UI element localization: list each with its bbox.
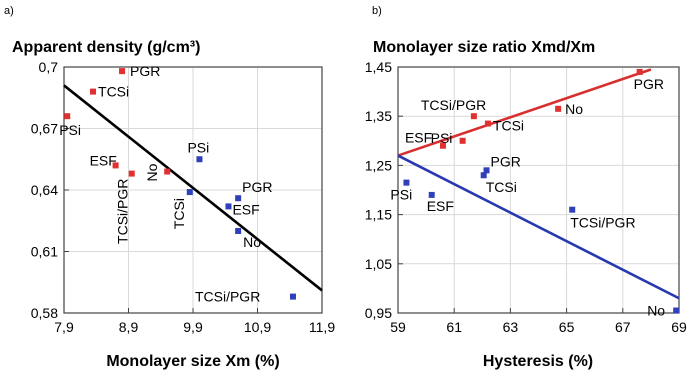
data-point-label: TCSi/PGR: [115, 179, 131, 244]
data-point-label: PGR: [130, 63, 160, 79]
data-point-blue: [403, 179, 410, 186]
fit-line: [397, 68, 652, 157]
y-tick-label: 0,7: [39, 59, 59, 75]
data-point-red: [470, 113, 477, 120]
fit-line: [63, 84, 323, 292]
y-tick-label: 1,35: [365, 108, 392, 124]
data-point-red: [484, 120, 491, 127]
y-tick-label: 0,67: [31, 121, 58, 137]
data-point-red: [119, 68, 126, 75]
data-point-blue: [673, 307, 680, 314]
data-point-label: TCSi: [98, 84, 129, 100]
chart-title: Monolayer size ratio Xmd/Xm: [373, 39, 595, 56]
y-tick-label: 1,25: [365, 157, 392, 173]
data-point-label: PSi: [431, 130, 453, 146]
data-point-red: [636, 68, 643, 75]
x-tick-label: 61: [446, 319, 462, 335]
plot-frame: [397, 66, 680, 314]
data-point-blue: [480, 172, 487, 179]
x-tick-label: 59: [390, 319, 406, 335]
y-tick-label: 0,95: [365, 305, 392, 321]
x-tick-label: 10,9: [244, 319, 271, 335]
chart-panel-a: a) Apparent density (g/cm³) 7,9 8,9 9,9 10,9 1…: [4, 5, 335, 370]
x-tick-label: 69: [671, 319, 687, 335]
x-tick-label: 8,9: [119, 319, 139, 335]
y-tick-label: 0,58: [31, 305, 58, 321]
data-point-blue: [483, 167, 490, 174]
panel-tag: a): [4, 5, 14, 17]
chart-title: Apparent density (g/cm³): [12, 39, 200, 56]
y-tick-label: 1,05: [365, 256, 392, 272]
data-point-label: PSi: [59, 122, 81, 138]
data-point-label: ESF: [232, 201, 259, 217]
data-point-red: [555, 105, 562, 112]
data-point-red: [112, 162, 119, 169]
chart-panel-b: b) Monolayer size ratio Xmd/Xm 59 61 63 65 67 6…: [365, 5, 687, 370]
data-point-red: [64, 113, 71, 120]
data-point-red: [439, 142, 446, 149]
data-point-label: TCSi/PGR: [421, 97, 486, 113]
data-point-blue: [186, 189, 193, 196]
data-point-label: PGR: [242, 179, 272, 195]
data-point-label: TCSi/PGR: [570, 215, 635, 231]
data-point-label: PSi: [187, 139, 209, 155]
data-point-label: PGR: [491, 153, 521, 169]
data-point-label: PGR: [634, 76, 664, 92]
data-point-label: ESF: [405, 130, 432, 146]
data-point-blue: [289, 293, 296, 300]
data-point-label: ESF: [427, 198, 454, 214]
data-point-label: ESF: [90, 152, 117, 168]
data-point-blue: [196, 156, 203, 163]
y-tick-label: 0,64: [31, 182, 58, 198]
y-tick-label: 1,15: [365, 207, 392, 223]
x-tick-label: 9,9: [183, 319, 203, 335]
data-point-label: TCSi/PGR: [195, 289, 260, 305]
data-point-label: No: [565, 101, 583, 117]
y-tick-label: 0,61: [31, 244, 58, 260]
data-point-label: TCSi: [171, 198, 187, 229]
x-axis-label: Hysteresis (%): [483, 353, 593, 370]
x-tick-label: 65: [559, 319, 575, 335]
data-point-label: TCSi: [486, 179, 517, 195]
x-tick-label: 7,9: [54, 319, 74, 335]
fit-line: [397, 154, 680, 300]
data-point-label: PSi: [390, 187, 412, 203]
data-point-blue: [428, 191, 435, 198]
data-point-red: [128, 170, 135, 177]
x-axis-label: Monolayer size Xm (%): [106, 353, 279, 370]
data-point-blue: [225, 203, 232, 210]
data-point-blue: [235, 195, 242, 202]
data-point-label: TCSi: [493, 118, 524, 134]
data-point-label: No: [243, 234, 261, 250]
data-point-red: [459, 137, 466, 144]
data-point-blue: [235, 228, 242, 234]
data-point-red: [90, 88, 97, 95]
data-point-red: [164, 168, 171, 175]
data-point-blue: [569, 206, 576, 213]
y-tick-label: 1,45: [365, 59, 392, 75]
panel-tag: b): [372, 5, 382, 17]
x-tick-label: 67: [615, 319, 631, 335]
x-tick-label: 63: [503, 319, 519, 335]
x-tick-label: 11,9: [309, 319, 335, 335]
data-point-label: No: [144, 163, 160, 181]
data-point-label: No: [647, 303, 665, 319]
